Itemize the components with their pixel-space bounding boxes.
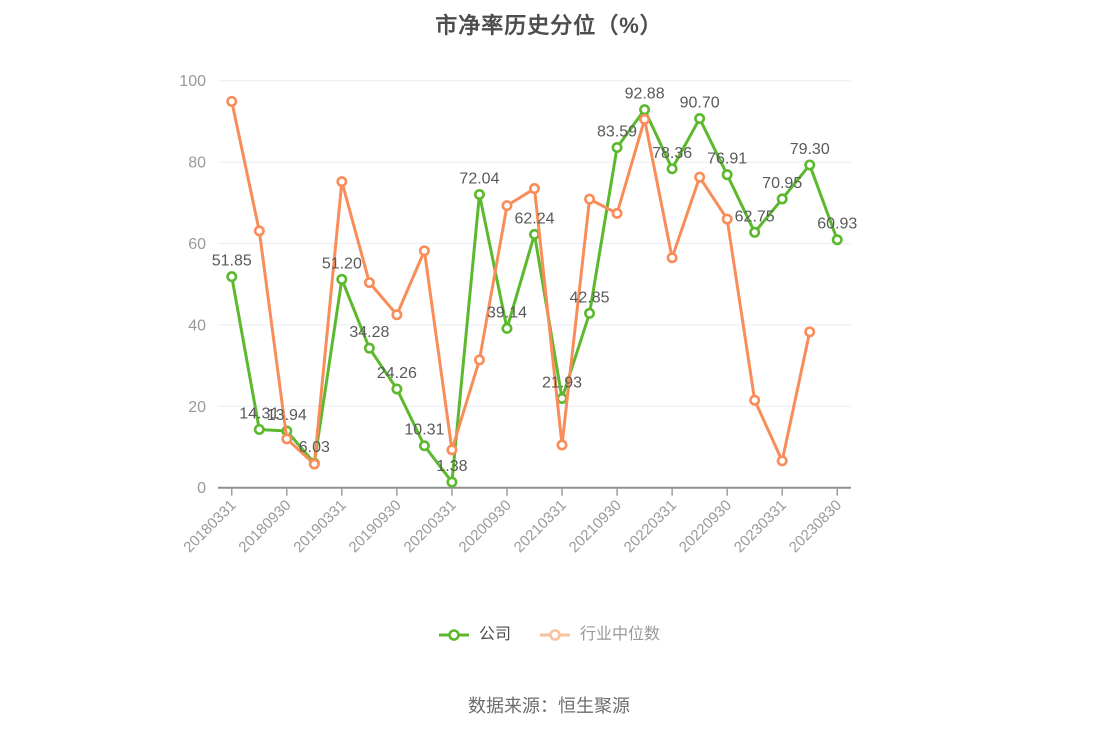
industry-data-point[interactable] xyxy=(528,183,540,195)
legend-label: 公司 xyxy=(478,626,511,643)
industry-data-point[interactable] xyxy=(281,433,293,445)
x-axis-label: 20180930 xyxy=(235,497,294,556)
industry-data-point[interactable] xyxy=(639,113,651,125)
company-data-point[interactable] xyxy=(749,226,761,238)
legend-item-company[interactable]: 公司 xyxy=(438,627,511,643)
y-axis-label: 0 xyxy=(197,480,206,497)
chart-legend: 公司 行业中位数 xyxy=(0,627,1098,643)
company-data-point[interactable] xyxy=(694,113,706,125)
company-data-label: 39.14 xyxy=(487,304,527,321)
company-data-point[interactable] xyxy=(556,392,568,404)
x-axis-label: 20190930 xyxy=(345,497,404,556)
company-data-point[interactable] xyxy=(804,159,816,171)
industry-data-point[interactable] xyxy=(501,200,513,212)
industry-data-point[interactable] xyxy=(473,354,485,366)
company-data-label: 60.93 xyxy=(817,216,857,233)
company-data-label: 70.95 xyxy=(762,175,802,192)
company-data-point[interactable] xyxy=(226,271,238,283)
company-data-point[interactable] xyxy=(831,234,843,246)
industry-data-point[interactable] xyxy=(226,95,238,107)
industry-data-point[interactable] xyxy=(611,207,623,219)
company-data-label: 72.04 xyxy=(459,170,499,187)
industry-data-point[interactable] xyxy=(556,439,568,451)
industry-data-point[interactable] xyxy=(749,394,761,406)
company-data-label: 76.91 xyxy=(707,151,747,168)
legend-line-marker-icon xyxy=(540,629,570,641)
company-data-point[interactable] xyxy=(611,141,623,153)
legend-line-marker-icon xyxy=(438,629,469,641)
company-data-label: 51.20 xyxy=(322,255,362,272)
y-axis-label: 100 xyxy=(179,73,206,90)
company-data-point[interactable] xyxy=(253,423,265,435)
data-source: 数据来源：恒生聚源 xyxy=(468,696,630,716)
x-axis-label: 20220930 xyxy=(676,497,735,556)
company-data-point[interactable] xyxy=(501,322,513,334)
company-data-label: 78.36 xyxy=(652,145,692,162)
x-axis-label: 20190331 xyxy=(290,497,349,556)
company-data-label: 14.31 xyxy=(239,405,279,422)
company-data-label: 6.03 xyxy=(299,439,330,456)
x-axis-label: 20230830 xyxy=(786,497,845,556)
company-data-point[interactable] xyxy=(363,342,375,354)
company-data-point[interactable] xyxy=(721,169,733,181)
industry-data-point[interactable] xyxy=(804,326,816,338)
company-data-label: 10.31 xyxy=(404,422,444,439)
industry-data-point[interactable] xyxy=(336,176,348,188)
industry-data-point[interactable] xyxy=(418,245,430,257)
company-data-point[interactable] xyxy=(666,163,678,175)
x-axis-label: 20210930 xyxy=(566,497,625,556)
industry-data-point[interactable] xyxy=(584,193,596,205)
y-axis-label: 80 xyxy=(188,155,206,172)
y-axis-label: 60 xyxy=(188,236,206,253)
company-data-label: 21.93 xyxy=(542,374,582,391)
company-data-label: 79.30 xyxy=(790,141,830,158)
industry-series-line xyxy=(230,99,812,466)
legend-item-industry[interactable]: 行业中位数 xyxy=(539,627,660,643)
company-data-label: 34.28 xyxy=(349,324,389,341)
x-axis-label: 20200331 xyxy=(401,497,460,556)
line-chart-canvas[interactable]: 0 20 40 60 80 100 2018033120180930201903312019… xyxy=(0,0,1098,580)
company-data-label: 1.38 xyxy=(436,458,467,475)
industry-data-point[interactable] xyxy=(363,277,375,289)
company-data-label: 92.88 xyxy=(625,86,665,103)
company-data-point[interactable] xyxy=(528,228,540,240)
x-axis-label: 20200930 xyxy=(456,497,515,556)
company-data-point[interactable] xyxy=(336,273,348,285)
company-data-point[interactable] xyxy=(584,307,596,319)
legend-label: 行业中位数 xyxy=(580,626,661,643)
company-data-label: 13.94 xyxy=(267,407,307,424)
x-axis-label: 20180331 xyxy=(180,497,239,556)
company-data-label: 83.59 xyxy=(597,123,637,140)
company-data-label: 90.70 xyxy=(680,95,720,112)
industry-data-point[interactable] xyxy=(391,309,403,321)
company-data-label: 62.24 xyxy=(514,210,554,227)
company-data-label: 24.26 xyxy=(377,365,417,382)
y-axis-label: 40 xyxy=(188,317,206,334)
industry-data-point[interactable] xyxy=(776,455,788,467)
company-data-point[interactable] xyxy=(473,188,485,200)
company-data-label: 42.85 xyxy=(570,289,610,306)
company-data-label: 62.75 xyxy=(735,208,775,225)
industry-data-point[interactable] xyxy=(666,252,678,264)
company-data-point[interactable] xyxy=(391,383,403,395)
industry-data-point[interactable] xyxy=(253,225,265,237)
industry-data-point[interactable] xyxy=(446,444,458,456)
company-data-label: 51.85 xyxy=(212,253,252,270)
chart-title: 市净率历史分位（%） xyxy=(435,13,663,38)
company-data-point[interactable] xyxy=(418,440,430,452)
industry-data-point[interactable] xyxy=(308,458,320,470)
x-axis-label: 20210331 xyxy=(511,497,570,556)
company-data-point[interactable] xyxy=(639,104,651,116)
industry-data-point[interactable] xyxy=(721,213,733,225)
y-axis-label: 20 xyxy=(188,399,206,416)
industry-data-point[interactable] xyxy=(694,171,706,183)
company-data-point[interactable] xyxy=(446,476,458,488)
x-axis-label: 20230331 xyxy=(731,497,790,556)
company-data-point[interactable] xyxy=(776,193,788,205)
x-axis-label: 20220331 xyxy=(621,497,680,556)
